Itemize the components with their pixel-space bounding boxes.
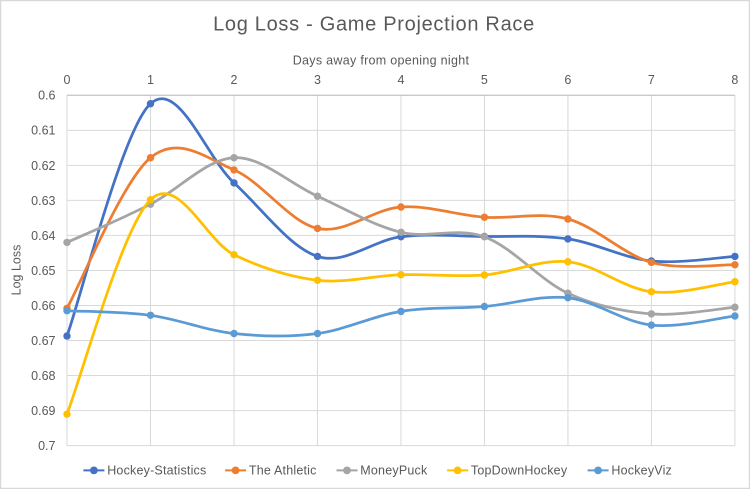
svg-text:0.63: 0.63: [31, 194, 55, 208]
svg-text:0: 0: [64, 73, 71, 87]
svg-text:6: 6: [564, 73, 571, 87]
svg-text:0.69: 0.69: [31, 404, 55, 418]
svg-text:0.64: 0.64: [31, 229, 55, 243]
svg-text:MoneyPuck: MoneyPuck: [360, 464, 428, 478]
svg-text:0.65: 0.65: [31, 264, 55, 278]
svg-text:The Athletic: The Athletic: [249, 464, 317, 478]
svg-text:0.66: 0.66: [31, 299, 55, 313]
svg-text:3: 3: [314, 73, 321, 87]
svg-text:4: 4: [398, 73, 405, 87]
svg-text:TopDownHockey: TopDownHockey: [471, 464, 568, 478]
svg-text:1: 1: [147, 73, 154, 87]
svg-text:Hockey-Statistics: Hockey-Statistics: [107, 464, 206, 478]
svg-text:5: 5: [481, 73, 488, 87]
svg-text:7: 7: [648, 73, 655, 87]
svg-text:0.61: 0.61: [31, 124, 55, 138]
svg-text:0.7: 0.7: [38, 439, 55, 453]
svg-text:8: 8: [731, 73, 738, 87]
svg-text:2: 2: [231, 73, 238, 87]
svg-text:Log Loss - Game Projection Rac: Log Loss - Game Projection Race: [213, 14, 535, 36]
svg-text:0.62: 0.62: [31, 159, 55, 173]
svg-text:Log Loss: Log Loss: [10, 245, 24, 296]
svg-text:Days away from opening night: Days away from opening night: [293, 53, 470, 67]
svg-text:0.67: 0.67: [31, 334, 55, 348]
svg-text:0.68: 0.68: [31, 369, 55, 383]
svg-text:HockeyViz: HockeyViz: [611, 464, 672, 478]
svg-text:0.6: 0.6: [38, 89, 55, 103]
